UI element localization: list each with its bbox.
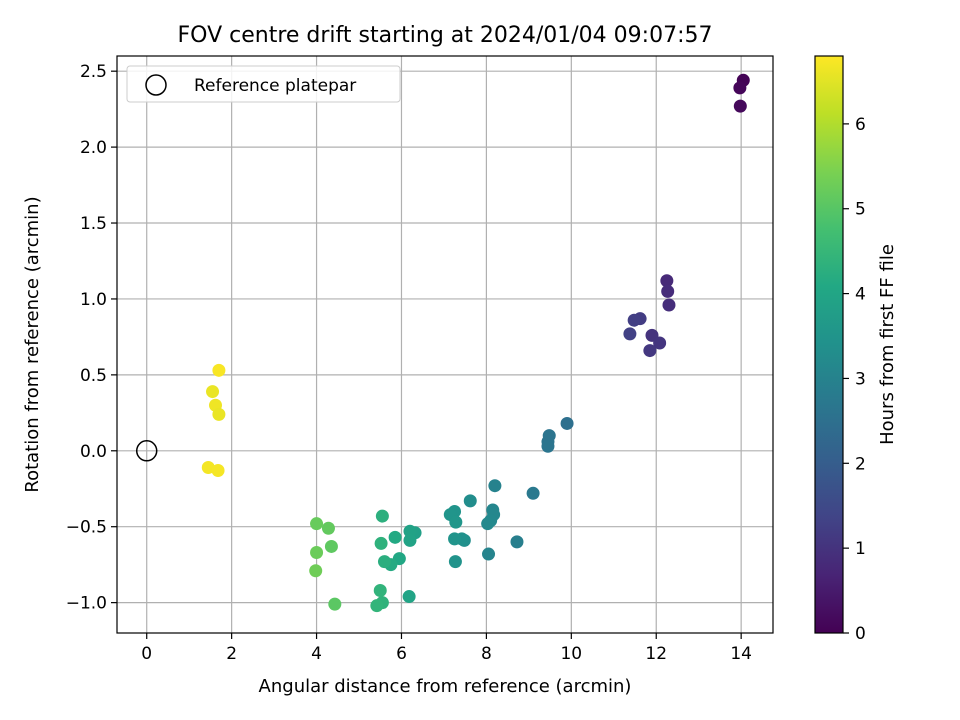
y-axis-ticks: −1.0 −0.5 0.0 0.5 1.0 1.5 2.0 2.5 <box>66 62 117 614</box>
scatter-point <box>526 486 540 500</box>
scatter-point <box>623 327 637 341</box>
scatter-point <box>374 536 388 550</box>
legend: Reference platepar <box>126 65 401 103</box>
scatter-point <box>309 564 323 578</box>
colorbar-gradient <box>815 56 843 633</box>
colorbar-tick-label: 6 <box>855 115 866 135</box>
scatter-point <box>403 533 417 547</box>
x-tick-label: 6 <box>396 644 407 664</box>
scatter-point <box>388 530 402 544</box>
colorbar-tick-label: 3 <box>855 369 866 389</box>
scatter-point <box>448 532 462 546</box>
scatter-point <box>510 535 524 549</box>
colorbar-frame <box>814 55 844 634</box>
scatter-point <box>328 597 342 611</box>
y-tick-label: 2.5 <box>80 62 107 82</box>
scatter-point <box>377 555 391 569</box>
scatter-point <box>201 460 215 474</box>
scatter-point <box>643 344 657 358</box>
y-tick-label: 1.5 <box>80 214 107 234</box>
plot-frame <box>116 55 774 634</box>
scatter-point <box>373 583 387 597</box>
y-axis-label: Rotation from reference (arcmin) <box>22 196 43 492</box>
scatter-point <box>653 336 667 350</box>
y-tick-label: 0.5 <box>80 366 107 386</box>
grid <box>117 56 773 633</box>
legend-marker-icon <box>145 74 167 96</box>
scatter-point <box>627 313 641 327</box>
legend-box <box>126 65 401 103</box>
colorbar-tick-label: 4 <box>855 285 866 305</box>
reference-marker <box>135 440 158 462</box>
scatter-point <box>660 274 674 288</box>
scatter-point <box>375 509 389 523</box>
scatter-point <box>449 515 463 529</box>
colorbar-label: Hours from first FF file <box>877 244 898 445</box>
scatter-point <box>324 539 338 553</box>
scatter-point <box>481 517 495 531</box>
legend-label: Reference platepar <box>194 76 356 96</box>
scatter-point <box>370 599 384 613</box>
scatter-point <box>733 81 747 95</box>
colorbar-tick-label: 2 <box>855 454 866 474</box>
y-tick-label: 2.0 <box>80 138 107 158</box>
colorbar: 0 1 2 3 4 5 6 Hours from first FF file <box>814 55 898 644</box>
scatter-point <box>212 363 226 377</box>
scatter-point <box>211 464 225 478</box>
x-tick-label: 8 <box>481 644 492 664</box>
x-tick-label: 0 <box>141 644 152 664</box>
y-tick-label: −0.5 <box>66 518 107 538</box>
x-axis-ticks: 0 2 4 6 8 10 12 14 <box>141 633 752 664</box>
scatter-point <box>488 479 502 493</box>
scatter-point <box>733 99 747 113</box>
reference-marker-layer <box>135 440 158 462</box>
x-tick-label: 10 <box>560 644 582 664</box>
scatter-points <box>201 73 750 613</box>
colorbar-tick-label: 0 <box>855 624 866 644</box>
scatter-point <box>402 590 416 604</box>
scatter-point <box>560 416 574 430</box>
scatter-point <box>206 385 220 399</box>
scatter-point <box>448 555 462 569</box>
chart-title: FOV centre drift starting at 2024/01/04 … <box>178 23 713 48</box>
y-tick-label: −1.0 <box>66 594 107 614</box>
scatter-point <box>321 521 335 535</box>
x-tick-label: 12 <box>645 644 667 664</box>
x-tick-label: 2 <box>226 644 237 664</box>
colorbar-ticks: 0 1 2 3 4 5 6 <box>843 115 866 644</box>
scatter-point <box>403 524 417 538</box>
colorbar-tick-label: 5 <box>855 200 866 220</box>
scatter-point <box>212 407 226 421</box>
scatter-point <box>661 284 675 298</box>
scatter-point <box>463 494 477 508</box>
x-axis-label: Angular distance from reference (arcmin) <box>259 676 632 697</box>
scatter-point <box>662 298 676 312</box>
scatter-point <box>482 547 496 561</box>
x-tick-label: 4 <box>311 644 322 664</box>
colorbar-tick-label: 1 <box>855 539 866 559</box>
y-tick-label: 1.0 <box>80 290 107 310</box>
scatter-point <box>310 517 324 531</box>
y-tick-label: 0.0 <box>80 442 107 462</box>
scatter-point <box>310 546 324 560</box>
scatter-point <box>541 439 555 453</box>
x-tick-label: 14 <box>730 644 752 664</box>
